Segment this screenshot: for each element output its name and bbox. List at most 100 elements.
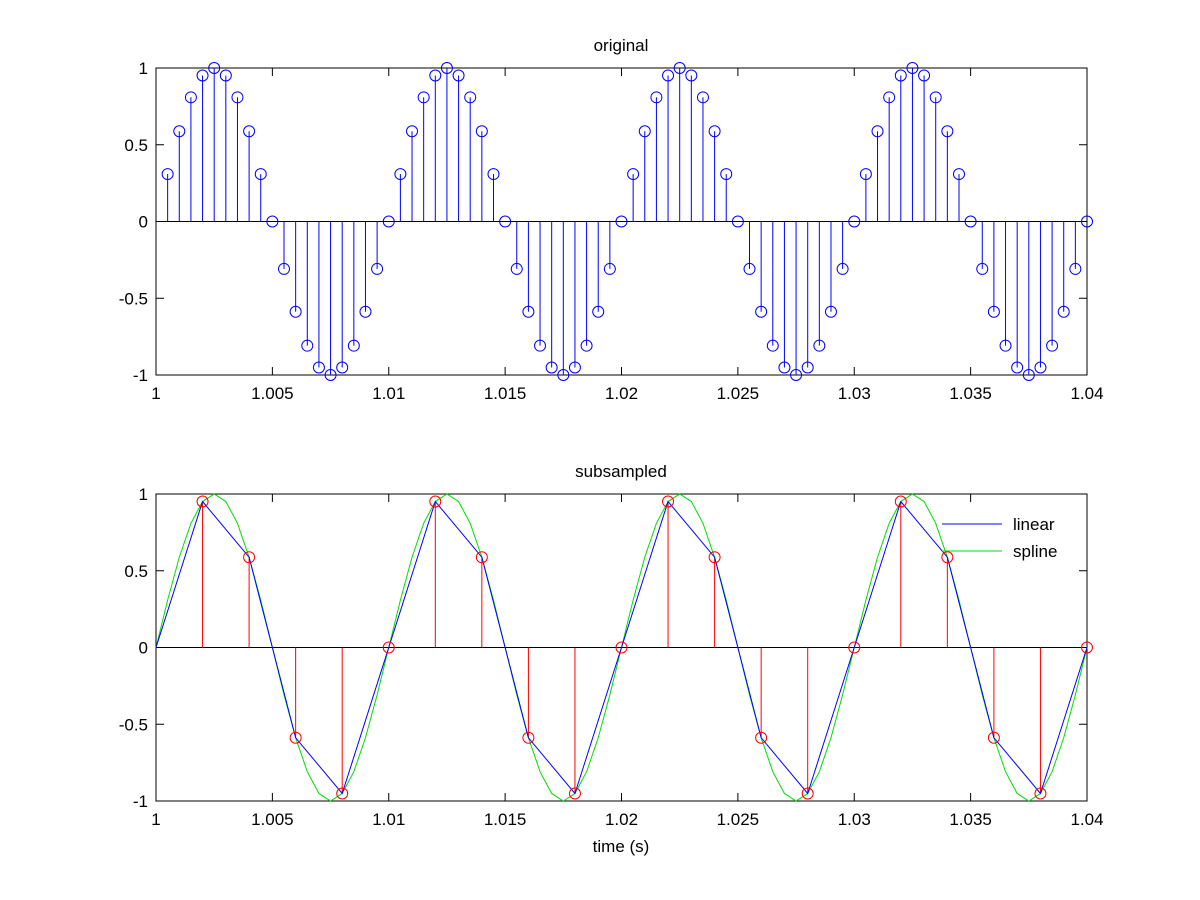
stem-marker: [219, 69, 232, 82]
y-tick-label: 1: [139, 59, 148, 78]
stem-marker: [848, 641, 861, 654]
axes-original-ticks: 1 1.005 1.01 1.015 1.02 1.025 1.03 1.035 1.04 -1 -…: [119, 59, 1104, 403]
stem-marker: [662, 69, 675, 82]
x-tick-label: 1.03: [838, 384, 871, 403]
y-tick-label: -0.5: [119, 289, 148, 308]
stem-marker: [452, 69, 465, 82]
legend: linear spline: [942, 515, 1057, 561]
x-tick-label: 1: [151, 810, 160, 829]
stem-marker: [1034, 787, 1047, 800]
stem-marker: [522, 731, 535, 744]
stem-marker: [836, 262, 849, 275]
stem-marker: [289, 305, 302, 318]
stem-marker: [708, 551, 721, 564]
x-tick-label: 1.035: [949, 810, 992, 829]
axes-original-title: original: [594, 36, 649, 55]
stem-marker: [359, 305, 372, 318]
stem-marker: [976, 262, 989, 275]
x-tick-label: 1: [151, 384, 160, 403]
stem-marker: [243, 551, 256, 564]
stem-marker: [347, 339, 360, 352]
stem-marker: [720, 168, 733, 181]
stem-marker: [464, 91, 477, 104]
stem-marker: [755, 731, 768, 744]
y-tick-label: 0.5: [124, 136, 148, 155]
stem-marker: [161, 168, 174, 181]
stem-marker: [278, 262, 291, 275]
x-tick-label: 1.025: [717, 384, 760, 403]
stem-marker: [475, 125, 488, 138]
stem-marker: [429, 69, 442, 82]
stem-marker: [312, 361, 325, 374]
stem-marker: [987, 731, 1000, 744]
stem-marker: [522, 305, 535, 318]
stem-marker: [615, 215, 628, 228]
stem-marker: [883, 91, 896, 104]
stem-marker: [662, 495, 675, 508]
y-tick-label: 0.5: [124, 562, 148, 581]
stem-marker: [324, 369, 337, 381]
stem-marker: [894, 69, 907, 82]
stem-marker: [231, 91, 244, 104]
y-tick-label: -0.5: [119, 715, 148, 734]
stem-marker: [568, 361, 581, 374]
stem-marker: [487, 168, 500, 181]
stem-marker: [778, 361, 791, 374]
stem-marker: [894, 495, 907, 508]
stem-marker: [371, 262, 384, 275]
stem-marker: [394, 168, 407, 181]
x-tick-label: 1.035: [949, 384, 992, 403]
stem-marker: [941, 125, 954, 138]
stem-marker: [406, 125, 419, 138]
stem-marker: [417, 91, 430, 104]
stem-marker: [580, 339, 593, 352]
stem-marker: [545, 361, 558, 374]
stem-marker: [289, 731, 302, 744]
stem-marker: [871, 125, 884, 138]
stem-marker: [475, 551, 488, 564]
stem-marker: [243, 125, 256, 138]
stem-marker: [987, 305, 1000, 318]
stem-marker: [196, 495, 209, 508]
stem-marker: [824, 305, 837, 318]
legend-label-linear: linear: [1013, 515, 1055, 534]
stem-marker: [638, 125, 651, 138]
y-tick-label: 0: [139, 213, 148, 232]
x-tick-label: 1.02: [605, 384, 638, 403]
x-tick-label: 1.01: [372, 810, 405, 829]
stem-marker: [964, 215, 977, 228]
stem-marker: [266, 215, 279, 228]
x-tick-label: 1.005: [251, 810, 294, 829]
stem-marker: [859, 168, 872, 181]
stem-marker: [790, 369, 803, 381]
stem-marker: [999, 339, 1012, 352]
stem-marker: [440, 62, 453, 74]
stem-marker: [755, 305, 768, 318]
stem-marker: [673, 62, 686, 74]
x-tick-label: 1.04: [1070, 810, 1103, 829]
stem-marker: [918, 69, 931, 82]
stem-marker: [813, 339, 826, 352]
stem-marker: [1011, 361, 1024, 374]
axes-subsampled: subsampled time (s) 1 1.005 1.01 1.015 1.02 1…: [119, 462, 1104, 856]
stem-marker: [941, 551, 954, 564]
y-tick-label: -1: [133, 792, 148, 811]
stem-marker: [615, 641, 628, 654]
axes-original-plot: [156, 62, 1093, 381]
stem-marker: [603, 262, 616, 275]
x-tick-label: 1.03: [838, 810, 871, 829]
stem-marker: [568, 787, 581, 800]
stem-marker: [592, 305, 605, 318]
stem-marker: [1046, 339, 1059, 352]
stem-marker: [1034, 361, 1047, 374]
stem-marker: [534, 339, 547, 352]
axes-original: original 1 1.005 1.01 1.015 1.02 1.025 1.03 1.0…: [119, 36, 1104, 403]
stem-marker: [801, 787, 814, 800]
stem-marker: [557, 369, 570, 381]
stem-marker: [1069, 262, 1082, 275]
stem-marker: [382, 641, 395, 654]
series-line-linear: [155, 500, 1088, 795]
stem-marker: [382, 215, 395, 228]
axes-subsampled-ticks: 1 1.005 1.01 1.015 1.02 1.025 1.03 1.035 1.04 -1 -…: [119, 485, 1104, 829]
